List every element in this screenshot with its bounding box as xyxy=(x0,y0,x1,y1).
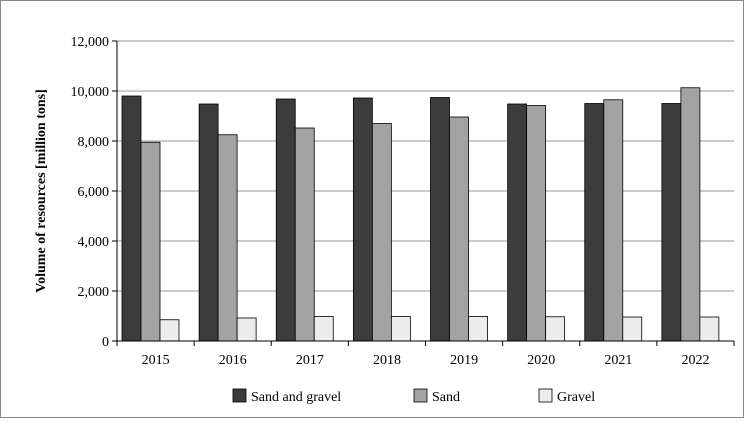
x-tick-label: 2017 xyxy=(296,353,324,368)
bar-sand xyxy=(371,123,392,342)
legend-label-sand-and-gravel: Sand and gravel xyxy=(251,390,341,405)
bar-gravel xyxy=(622,316,643,342)
y-tick-labels: 0 2,000 4,000 6,000 8,000 10,000 12,000 xyxy=(71,35,110,350)
x-tick-label: 2022 xyxy=(681,353,709,368)
y-tick-label: 6,000 xyxy=(78,185,110,200)
bar-sand-and-gravel xyxy=(275,98,296,342)
bar-gravel xyxy=(313,316,334,342)
bar-sand-and-gravel xyxy=(352,97,373,342)
bar-sand-and-gravel xyxy=(661,103,682,342)
x-tick-labels: 2015 2016 2017 2018 2019 2020 2021 2022 xyxy=(142,353,710,368)
y-tick-label: 12,000 xyxy=(71,35,110,50)
bar-sand xyxy=(603,99,624,342)
bar-sand xyxy=(526,105,547,342)
x-tick-label: 2021 xyxy=(604,353,632,368)
bar-gravel xyxy=(390,316,411,342)
legend-label-gravel: Gravel xyxy=(557,390,595,405)
axes xyxy=(112,40,735,346)
legend: Sand and gravel Sand Gravel xyxy=(232,388,595,405)
legend-swatch-sand xyxy=(413,388,428,403)
bar-sand-and-gravel xyxy=(430,97,450,342)
bar-sand xyxy=(140,141,161,342)
x-tick-label: 2019 xyxy=(450,353,478,368)
x-tick-label: 2018 xyxy=(373,353,401,368)
y-tick-label: 0 xyxy=(102,335,109,350)
bar-gravel xyxy=(236,317,257,342)
x-tick-label: 2016 xyxy=(219,353,247,368)
bar-sand xyxy=(294,127,315,342)
bar-sand-and-gravel xyxy=(121,95,142,342)
y-tick-label: 8,000 xyxy=(78,135,110,150)
bar-sand xyxy=(680,87,701,342)
bar-sand xyxy=(449,116,469,342)
legend-label-sand: Sand xyxy=(432,390,460,405)
y-tick-label: 10,000 xyxy=(71,85,110,100)
y-tick-label: 4,000 xyxy=(78,235,110,250)
bar-gravel xyxy=(699,316,720,342)
y-axis-title: Volume of resources [million tons] xyxy=(34,89,49,293)
bar-gravel xyxy=(545,316,566,342)
bar-sand xyxy=(217,134,238,342)
bar-gravel xyxy=(159,319,180,342)
legend-swatch-gravel xyxy=(538,388,553,403)
y-tick-label: 2,000 xyxy=(78,285,110,300)
bar-sand-and-gravel xyxy=(198,103,219,342)
x-tick-label: 2015 xyxy=(142,353,170,368)
x-tick-label: 2020 xyxy=(527,353,555,368)
legend-swatch-sand-and-gravel xyxy=(232,388,247,403)
bar-gravel xyxy=(468,316,488,342)
bar-sand-and-gravel xyxy=(507,103,528,342)
bar-sand-and-gravel xyxy=(584,103,605,342)
bars xyxy=(121,87,720,342)
